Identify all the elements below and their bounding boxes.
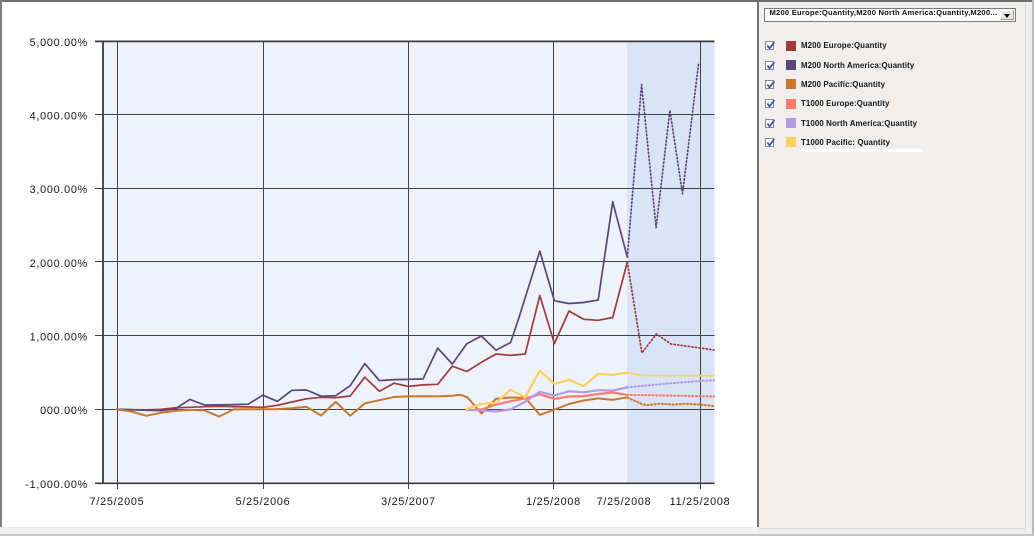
- svg-text:7/25/2005: 7/25/2005: [90, 496, 145, 508]
- svg-text:2,000.00%: 2,000.00%: [30, 258, 88, 270]
- svg-text:3,000.00%: 3,000.00%: [30, 184, 88, 196]
- svg-text:4,000.00%: 4,000.00%: [30, 111, 88, 123]
- svg-text:-1,000.00%: -1,000.00%: [25, 479, 88, 491]
- svg-text:1/25/2008: 1/25/2008: [526, 496, 581, 508]
- svg-text:5/25/2006: 5/25/2006: [236, 496, 291, 508]
- svg-text:3/25/2007: 3/25/2007: [381, 496, 436, 508]
- svg-text:1,000.00%: 1,000.00%: [30, 331, 88, 343]
- svg-text:000.00%: 000.00%: [40, 405, 88, 417]
- svg-text:5,000.00%: 5,000.00%: [30, 37, 88, 49]
- svg-text:11/25/2008: 11/25/2008: [670, 496, 731, 508]
- svg-text:7/25/2008: 7/25/2008: [597, 496, 652, 508]
